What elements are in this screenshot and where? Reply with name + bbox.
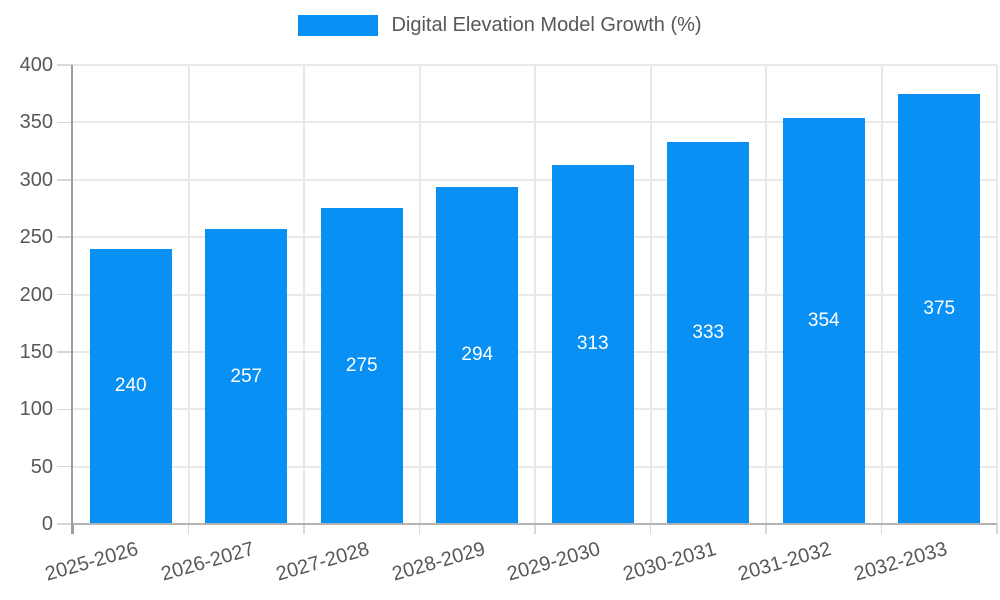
y-axis-tick: [57, 351, 73, 353]
x-axis-line: [73, 523, 997, 525]
x-axis-tick-label: 2026-2027: [158, 538, 257, 586]
x-axis-tick: [649, 524, 652, 534]
bar-value-label: 354: [807, 309, 840, 331]
x-axis-tick: [72, 524, 74, 534]
x-axis-tick: [534, 524, 536, 534]
x-axis-tick: [418, 524, 421, 534]
bar-value-label: 240: [114, 375, 147, 397]
y-axis-tick: [57, 293, 73, 296]
bar-value-label: 313: [576, 333, 609, 355]
gridline: [765, 65, 767, 524]
bar-value-label: 294: [461, 344, 494, 366]
gridline: [418, 65, 421, 524]
gridline: [303, 65, 305, 524]
legend: Digital Elevation Model Growth (%): [0, 14, 1000, 37]
x-axis-tick-label: 2032-2033: [851, 538, 950, 586]
gridline: [534, 65, 536, 524]
y-axis-tick: [57, 408, 73, 410]
legend-label: Digital Elevation Model Growth (%): [391, 14, 702, 36]
bar-value-label: 275: [345, 355, 378, 377]
y-axis-tick-label: 50: [30, 455, 53, 478]
y-axis-tick-label: 150: [19, 340, 53, 363]
x-axis-tick-label: 2025-2026: [42, 538, 141, 586]
x-axis-tick: [996, 524, 998, 534]
y-axis-tick-label: 200: [19, 283, 53, 306]
bar-value-label: 257: [230, 365, 263, 387]
bar: 354: [782, 117, 865, 524]
bar: 257: [205, 229, 288, 524]
gridline: [187, 65, 190, 524]
x-axis-tick-label: 2028-2029: [389, 538, 488, 586]
y-axis-tick: [57, 64, 73, 66]
x-axis-tick: [765, 524, 767, 534]
y-axis-tick: [57, 236, 73, 238]
legend-swatch: [298, 15, 379, 36]
x-axis-tick-label: 2029-2030: [504, 538, 603, 586]
bar: 333: [667, 141, 750, 524]
x-axis-tick: [303, 524, 305, 534]
y-axis-tick: [57, 465, 73, 468]
y-axis-tick-label: 300: [19, 168, 53, 191]
y-axis-line: [71, 65, 73, 534]
gridline: [649, 65, 652, 524]
y-axis-tick: [57, 523, 73, 525]
bar-value-label: 333: [692, 321, 725, 343]
bar: 294: [436, 186, 519, 524]
y-axis-tick-label: 250: [19, 226, 53, 249]
x-axis-tick-label: 2031-2032: [735, 538, 834, 586]
x-axis-tick: [880, 524, 883, 534]
x-axis-tick-label: 2030-2031: [620, 538, 719, 586]
bar: 375: [898, 93, 981, 524]
bar: 313: [551, 164, 634, 524]
bar: 240: [89, 248, 172, 524]
y-axis-tick: [57, 179, 73, 181]
gridline: [880, 65, 883, 524]
bar-value-label: 375: [923, 297, 956, 319]
y-axis-tick: [57, 121, 73, 124]
x-axis-tick-label: 2027-2028: [273, 538, 372, 586]
gridline: [996, 65, 998, 524]
x-axis-tick: [187, 524, 190, 534]
y-axis-tick-label: 400: [19, 54, 53, 76]
y-axis-tick-label: 0: [41, 513, 53, 535]
bar: 275: [320, 208, 403, 524]
y-axis-tick-label: 100: [19, 398, 53, 421]
y-axis-tick-label: 350: [19, 111, 53, 134]
